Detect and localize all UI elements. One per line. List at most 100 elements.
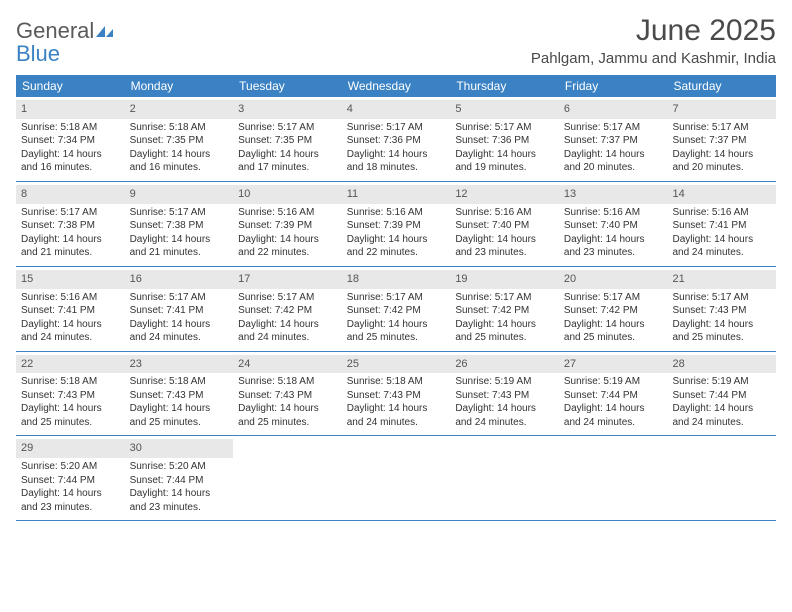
sunset-line: Sunset: 7:34 PM — [21, 134, 120, 148]
day-number: 28 — [667, 355, 776, 374]
day-number: 13 — [559, 185, 668, 204]
day-cell: 25Sunrise: 5:18 AMSunset: 7:43 PMDayligh… — [342, 352, 451, 436]
weekday-header: Thursday — [450, 75, 559, 97]
daylight-line: Daylight: 14 hours and 20 minutes. — [672, 148, 771, 175]
daylight-line: Daylight: 14 hours and 25 minutes. — [564, 318, 663, 345]
week-row: 22Sunrise: 5:18 AMSunset: 7:43 PMDayligh… — [16, 352, 776, 437]
day-number: 1 — [16, 100, 125, 119]
weekday-header: Tuesday — [233, 75, 342, 97]
daylight-line: Daylight: 14 hours and 17 minutes. — [238, 148, 337, 175]
sunset-line: Sunset: 7:35 PM — [130, 134, 229, 148]
day-cell: 29Sunrise: 5:20 AMSunset: 7:44 PMDayligh… — [16, 436, 125, 520]
daylight-line: Daylight: 14 hours and 25 minutes. — [455, 318, 554, 345]
weekday-header: Monday — [125, 75, 234, 97]
sunset-line: Sunset: 7:37 PM — [672, 134, 771, 148]
daylight-line: Daylight: 14 hours and 24 minutes. — [238, 318, 337, 345]
daylight-line: Daylight: 14 hours and 25 minutes. — [21, 402, 120, 429]
day-cell: 22Sunrise: 5:18 AMSunset: 7:43 PMDayligh… — [16, 352, 125, 436]
sunset-line: Sunset: 7:41 PM — [130, 304, 229, 318]
sunrise-line: Sunrise: 5:17 AM — [455, 121, 554, 135]
day-number: 22 — [16, 355, 125, 374]
day-number: 15 — [16, 270, 125, 289]
day-cell: 23Sunrise: 5:18 AMSunset: 7:43 PMDayligh… — [125, 352, 234, 436]
weekday-header: Wednesday — [342, 75, 451, 97]
sunrise-line: Sunrise: 5:16 AM — [21, 291, 120, 305]
day-cell: 13Sunrise: 5:16 AMSunset: 7:40 PMDayligh… — [559, 182, 668, 266]
week-row: 29 Sunrise: 5:20 AMSunset: 7:44 PM Dayligh… — [16, 436, 776, 521]
sunset-line: Sunset: 7:37 PM — [564, 134, 663, 148]
daylight-line: Daylight: 14 hours and 16 minutes. — [21, 148, 120, 175]
sunrise-line: Sunrise: 5:17 AM — [238, 291, 337, 305]
weekday-header: Friday — [559, 75, 668, 97]
sunrise-line: Sunrise: 5:18 AM — [130, 375, 229, 389]
day-cell: 12Sunrise: 5:16 AMSunset: 7:40 PMDayligh… — [450, 182, 559, 266]
sunrise-line: Sunrise: 5:19 AM — [564, 375, 663, 389]
day-cell: 21Sunrise: 5:17 AMSunset: 7:43 PMDayligh… — [667, 267, 776, 351]
weekday-header: Sunday — [16, 75, 125, 97]
day-number: 24 — [233, 355, 342, 374]
sunrise-line: Sunrise: 5:17 AM — [130, 291, 229, 305]
day-number: 29 — [16, 439, 125, 458]
day-cell: 7 Sunrise: 5:17 AMSunset: 7:37 PMDaylight… — [667, 97, 776, 181]
day-number: 18 — [342, 270, 451, 289]
week-row: 15 Sunrise: 5:16 AM Sunset: 7:41 PM Dayligh… — [16, 267, 776, 352]
sunset-line: Sunset: 7:42 PM — [347, 304, 446, 318]
sunrise-line: Sunrise: 5:18 AM — [21, 375, 120, 389]
page-title: June 2025 — [531, 14, 776, 48]
sunset-line: Sunset: 7:42 PM — [455, 304, 554, 318]
sunset-line: Sunset: 7:44 PM — [21, 474, 120, 488]
daylight-line: Daylight: 14 hours and 24 minutes. — [347, 402, 446, 429]
day-number: 5 — [450, 100, 559, 119]
sunrise-line: Sunrise: 5:19 AM — [455, 375, 554, 389]
sunset-line: Sunset: 7:43 PM — [130, 389, 229, 403]
sunset-line: Sunset: 7:44 PM — [564, 389, 663, 403]
sunrise-line: Sunrise: 5:19 AM — [672, 375, 771, 389]
day-cell — [559, 436, 668, 520]
day-number: 19 — [450, 270, 559, 289]
day-cell: 11Sunrise: 5:16 AMSunset: 7:39 PMDayligh… — [342, 182, 451, 266]
day-cell — [667, 436, 776, 520]
logo-text-wrap: General Blue — [16, 20, 114, 66]
daylight-line: Daylight: 14 hours and 24 minutes. — [672, 233, 771, 260]
sunrise-line: Sunrise: 5:18 AM — [21, 121, 120, 135]
sunrise-line: Sunrise: 5:17 AM — [672, 121, 771, 135]
logo-word-2: Blue — [16, 41, 60, 66]
sunrise-line: Sunrise: 5:17 AM — [347, 291, 446, 305]
day-cell: 19Sunrise: 5:17 AMSunset: 7:42 PMDayligh… — [450, 267, 559, 351]
title-block: June 2025 Pahlgam, Jammu and Kashmir, In… — [531, 14, 776, 67]
day-cell: 26Sunrise: 5:19 AMSunset: 7:43 PMDayligh… — [450, 352, 559, 436]
daylight-line: Daylight: 14 hours and 24 minutes. — [564, 402, 663, 429]
sunset-line: Sunset: 7:36 PM — [455, 134, 554, 148]
day-number: 21 — [667, 270, 776, 289]
sunrise-line: Sunrise: 5:17 AM — [672, 291, 771, 305]
day-number: 12 — [450, 185, 559, 204]
sunset-line: Sunset: 7:44 PM — [672, 389, 771, 403]
sunrise-line: Sunrise: 5:17 AM — [564, 121, 663, 135]
day-number: 7 — [667, 100, 776, 119]
day-cell: 2Sunrise: 5:18 AMSunset: 7:35 PMDaylight… — [125, 97, 234, 181]
sunrise-line: Sunrise: 5:20 AM — [21, 460, 120, 474]
sunset-line: Sunset: 7:42 PM — [238, 304, 337, 318]
day-cell: 24Sunrise: 5:18 AMSunset: 7:43 PMDayligh… — [233, 352, 342, 436]
daylight-line: Daylight: 14 hours and 24 minutes. — [455, 402, 554, 429]
daylight-line: Daylight: 14 hours and 25 minutes. — [672, 318, 771, 345]
sunrise-line: Sunrise: 5:17 AM — [564, 291, 663, 305]
sunrise-line: Sunrise: 5:16 AM — [347, 206, 446, 220]
sunset-line: Sunset: 7:39 PM — [347, 219, 446, 233]
calendar: SundayMondayTuesdayWednesdayThursdayFrid… — [16, 75, 776, 521]
day-cell: 9Sunrise: 5:17 AMSunset: 7:38 PMDaylight… — [125, 182, 234, 266]
sunset-line: Sunset: 7:39 PM — [238, 219, 337, 233]
week-row: 1Sunrise: 5:18 AMSunset: 7:34 PMDaylight… — [16, 97, 776, 182]
day-cell: 5Sunrise: 5:17 AMSunset: 7:36 PMDaylight… — [450, 97, 559, 181]
sunset-line: Sunset: 7:43 PM — [455, 389, 554, 403]
logo-sail-icon — [94, 24, 114, 38]
sunset-line: Sunset: 7:41 PM — [672, 219, 771, 233]
day-cell: 20Sunrise: 5:17 AMSunset: 7:42 PMDayligh… — [559, 267, 668, 351]
day-number: 4 — [342, 100, 451, 119]
sunset-line: Sunset: 7:43 PM — [21, 389, 120, 403]
sunrise-line: Sunrise: 5:16 AM — [455, 206, 554, 220]
day-cell: 17Sunrise: 5:17 AMSunset: 7:42 PMDayligh… — [233, 267, 342, 351]
calendar-body: 1Sunrise: 5:18 AMSunset: 7:34 PMDaylight… — [16, 97, 776, 521]
daylight-line: Daylight: 14 hours and 23 minutes. — [130, 487, 229, 514]
sunrise-line: Sunrise: 5:18 AM — [238, 375, 337, 389]
